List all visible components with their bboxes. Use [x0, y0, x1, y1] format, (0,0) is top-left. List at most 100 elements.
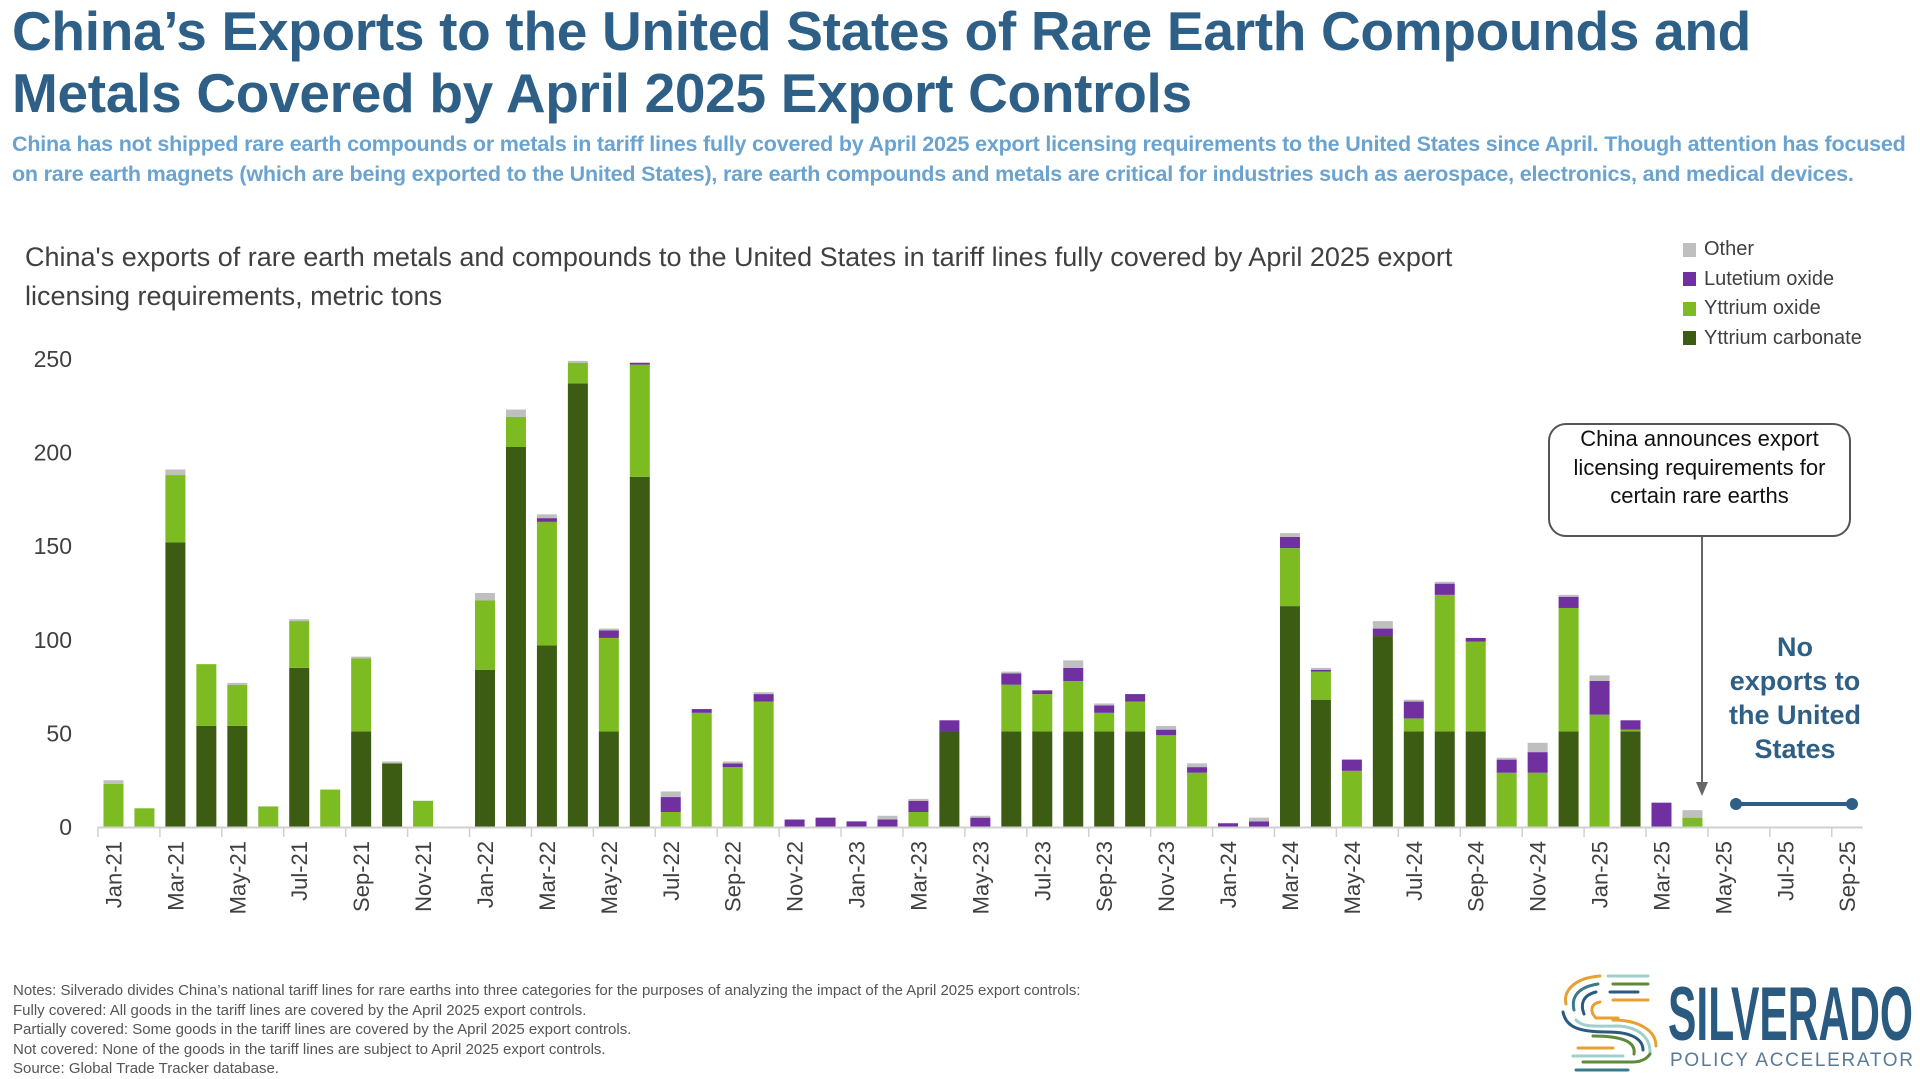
bar-segment: [1465, 641, 1486, 732]
bar-segment: [877, 815, 898, 820]
bar-segment: [970, 815, 991, 818]
bar-segment: [536, 645, 557, 827]
x-tick-label: Mar-21: [163, 841, 188, 911]
bar-segment: [877, 819, 898, 827]
bar-segment: [1001, 673, 1022, 685]
x-tick-label: Jan-24: [1216, 841, 1241, 908]
bar-segment: [1527, 752, 1548, 773]
bar-segment: [1620, 729, 1641, 732]
bar-segment: [1558, 731, 1579, 827]
legend-swatch: [1683, 242, 1696, 257]
x-tick-label: Jul-21: [287, 841, 312, 901]
bar-segment: [1496, 772, 1517, 827]
span-endpoint-dot: [1846, 798, 1858, 810]
legend-swatch: [1683, 301, 1696, 316]
bar-segment: [598, 731, 619, 827]
x-tick-label: Nov-22: [783, 841, 808, 912]
bar-segment: [1527, 742, 1548, 753]
y-tick-label: 50: [46, 720, 72, 746]
x-tick-label: Jul-23: [1030, 841, 1055, 901]
legend-swatch: [1683, 272, 1696, 287]
bar-segment: [1527, 772, 1548, 827]
bar-segment: [1125, 701, 1146, 732]
bar-segment: [1032, 731, 1053, 827]
bar-segment: [1249, 821, 1269, 827]
bar-segment: [258, 806, 279, 827]
bar-segment: [567, 383, 588, 827]
bar-segment: [846, 821, 867, 827]
bar-segment: [660, 812, 681, 827]
bar-segment: [908, 798, 929, 801]
bar-segment: [722, 767, 743, 827]
legend-label: Yttrium oxide: [1704, 297, 1821, 320]
y-tick-label: 100: [34, 627, 72, 653]
bar-segment: [1620, 731, 1641, 827]
bar-segment: [103, 780, 124, 784]
bar-segment: [1156, 735, 1177, 827]
bar-segment: [660, 797, 681, 813]
bar-segment: [753, 694, 774, 702]
bar-segment: [722, 763, 743, 768]
bar-segment: [1372, 621, 1393, 629]
note-line: Not covered: None of the goods in the ta…: [13, 1040, 606, 1058]
legend-item-yttrium-carbonate: Yttrium carbonate: [1683, 324, 1862, 354]
x-tick-label: May-23: [968, 841, 993, 914]
x-tick-label: Jan-21: [101, 841, 126, 908]
bar-segment: [475, 593, 495, 601]
bar-segment: [1001, 671, 1022, 674]
bar-segment: [536, 521, 557, 646]
bar-segment: [939, 720, 960, 732]
bar-segment: [908, 800, 929, 813]
bar-segment: [1403, 731, 1424, 827]
bar-segment: [1218, 823, 1239, 827]
bar-segment: [1434, 581, 1455, 584]
bar-segment: [629, 476, 650, 827]
bar-segment: [753, 692, 774, 695]
x-tick-label: Sep-24: [1464, 841, 1489, 912]
bar-segment: [1558, 607, 1579, 732]
bar-segment: [1094, 705, 1115, 713]
bar-segment: [351, 656, 372, 659]
bar-segment: [1372, 628, 1393, 637]
bar-segment: [629, 362, 650, 365]
bar-segment: [567, 360, 588, 363]
bar-segment: [1032, 690, 1053, 695]
x-tick-label: Mar-22: [535, 841, 560, 911]
annotation-callout: China announces export licensing require…: [1548, 423, 1851, 537]
x-tick-label: Nov-23: [1154, 841, 1179, 912]
bar-segment: [1620, 720, 1641, 730]
x-tick-label: Mar-23: [906, 841, 931, 911]
bar-segment: [1187, 772, 1208, 827]
bar-segment: [1682, 817, 1703, 827]
bar-segment: [939, 731, 960, 827]
chart-title: China's exports of rare earth metals and…: [25, 242, 1453, 311]
bar-segment: [1403, 718, 1424, 732]
bar-segment: [1558, 596, 1579, 608]
bar-segment: [567, 362, 588, 384]
bar-segment: [1249, 817, 1269, 822]
bar-segment: [475, 669, 495, 827]
legend-label: Yttrium carbonate: [1704, 326, 1862, 349]
logo-mark-icon: [1561, 974, 1658, 1072]
note-line: Notes: Silverado divides China’s nationa…: [13, 982, 1081, 999]
bar-segment: [351, 731, 372, 827]
x-tick-label: Nov-24: [1526, 841, 1551, 912]
bar-segment: [753, 701, 774, 827]
bar-segment: [351, 658, 372, 732]
bar-segment: [784, 819, 805, 827]
x-tick-label: Mar-24: [1278, 841, 1303, 911]
bar-segment: [1063, 660, 1084, 668]
x-tick-label: May-24: [1340, 841, 1365, 914]
bar-segment: [505, 409, 526, 418]
x-tick-label: Jul-25: [1773, 841, 1798, 901]
arrow-down-icon: [1696, 782, 1708, 796]
bar-segment: [1094, 731, 1115, 827]
x-tick-label: Jul-22: [659, 841, 684, 901]
bar-segment: [1156, 725, 1177, 730]
legend-item-other: Other: [1683, 235, 1862, 265]
page-subtitle: China has not shipped rare earth compoun…: [12, 132, 1906, 186]
bar-segment: [227, 682, 248, 685]
bar-segment: [103, 783, 124, 827]
legend: Other Lutetium oxide Yttrium oxide Yttri…: [1683, 235, 1862, 353]
